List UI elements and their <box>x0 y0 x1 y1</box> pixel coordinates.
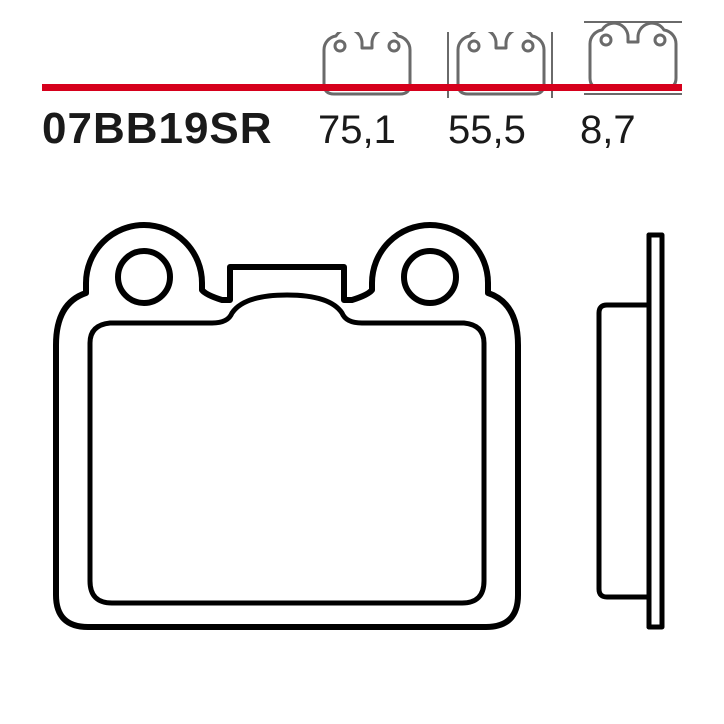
dimension-height: 55,5 <box>448 108 580 153</box>
front-view <box>56 225 518 627</box>
part-number: 07BB19SR <box>42 104 318 154</box>
figure-canvas: 07BB19SR 75,1 55,5 8,7 <box>0 0 724 724</box>
main-technical-drawing <box>42 205 682 685</box>
labels-row: 07BB19SR 75,1 55,5 8,7 <box>42 104 682 154</box>
dimension-thickness: 8,7 <box>580 108 680 153</box>
dimension-width: 75,1 <box>318 108 448 153</box>
accent-divider <box>42 84 682 91</box>
side-view <box>599 235 662 627</box>
